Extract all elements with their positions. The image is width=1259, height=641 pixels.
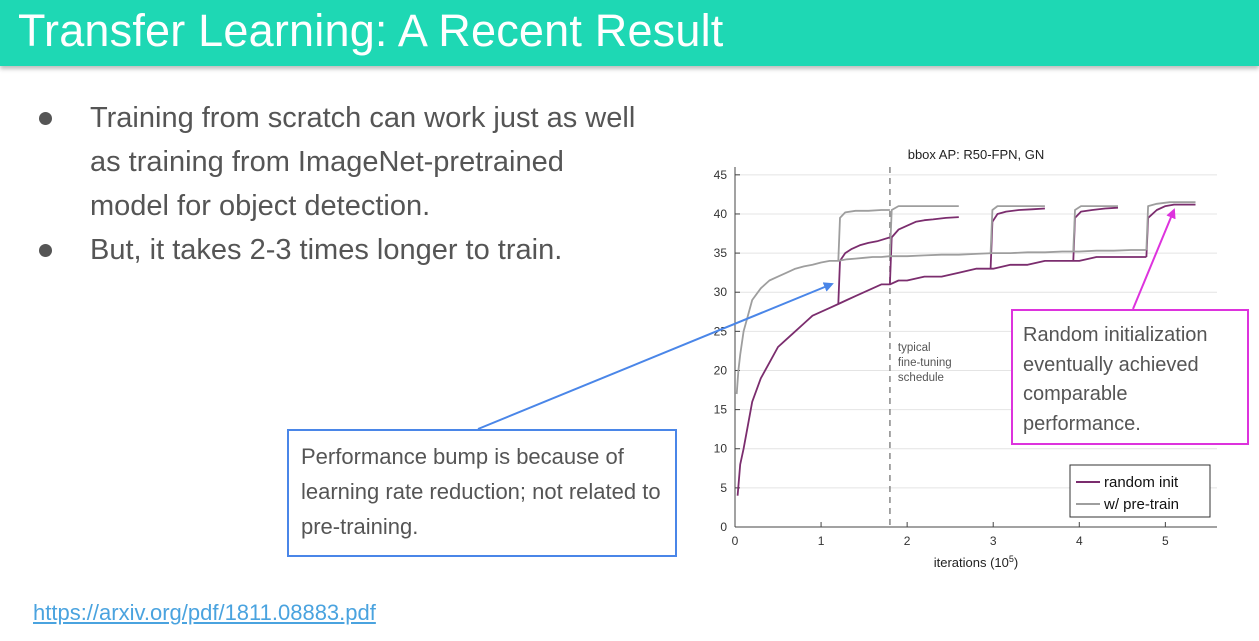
series-line: [1072, 205, 1118, 251]
bullet-dot-icon: [39, 244, 52, 257]
legend-label: random init: [1104, 474, 1179, 491]
y-tick-label: 10: [714, 442, 728, 456]
series-line: [989, 205, 1045, 254]
legend-label: w/ pre-train: [1103, 496, 1179, 513]
series-line: [1145, 203, 1196, 258]
slide-header: Transfer Learning: A Recent Result: [0, 0, 1259, 66]
y-tick-label: 25: [714, 324, 728, 338]
x-tick-label: 1: [818, 534, 825, 548]
y-tick-label: 30: [714, 285, 728, 299]
bullet-item: Training from scratch can work just as w…: [36, 96, 646, 228]
series-line: [1145, 201, 1196, 251]
x-tick-label: 4: [1076, 534, 1083, 548]
callout-random-init: Random initialization eventually achieve…: [1011, 309, 1249, 445]
x-axis-label: iterations (105): [934, 554, 1019, 570]
x-tick-label: 2: [904, 534, 911, 548]
annotation-text: schedule: [898, 372, 944, 384]
callout-text: Random initialization eventually achieve…: [1023, 324, 1208, 435]
slide-title: Transfer Learning: A Recent Result: [18, 5, 724, 56]
legend-box: [1069, 464, 1211, 518]
bullet-text: But, it takes 2-3 times longer to train.: [90, 234, 563, 266]
annotation-text: fine-tuning: [898, 357, 952, 369]
bullet-text: Training from scratch can work just as w…: [90, 102, 636, 222]
x-tick-label: 3: [990, 534, 997, 548]
chart-title: bbox AP: R50-FPN, GN: [908, 147, 1045, 162]
y-tick-label: 0: [720, 520, 727, 534]
annotation-text: typical: [898, 342, 931, 354]
series-line: [889, 205, 959, 257]
x-tick-label: 5: [1162, 534, 1169, 548]
y-tick-label: 5: [720, 481, 727, 495]
y-tick-label: 45: [714, 168, 728, 182]
bullet-dot-icon: [39, 112, 52, 125]
x-tick-label: 0: [732, 534, 739, 548]
y-tick-label: 40: [714, 207, 728, 221]
paper-link[interactable]: https://arxiv.org/pdf/1811.08883.pdf: [33, 600, 376, 625]
series-line: [837, 236, 891, 305]
y-tick-label: 20: [714, 363, 728, 377]
y-tick-label: 15: [714, 403, 728, 417]
series-line: [889, 216, 959, 285]
callout-text: Performance bump is because of learning …: [301, 444, 661, 539]
series-line: [989, 207, 1045, 269]
series-line: [837, 209, 890, 261]
callout-lr-reduction: Performance bump is because of learning …: [287, 429, 677, 557]
bullet-list: Training from scratch can work just as w…: [36, 96, 646, 272]
y-tick-label: 35: [714, 246, 728, 260]
bullet-item: But, it takes 2-3 times longer to train.: [36, 228, 646, 272]
